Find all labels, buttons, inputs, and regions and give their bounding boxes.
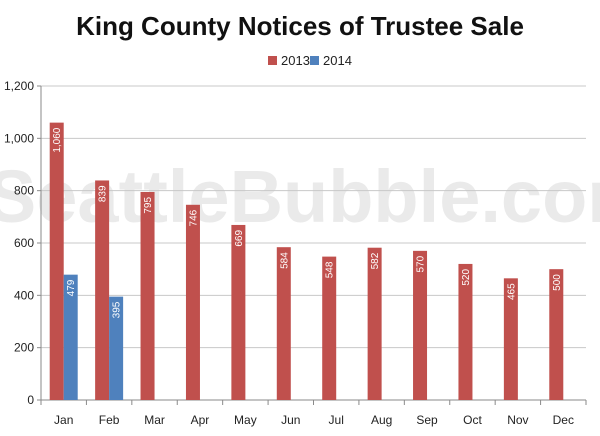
data-label-2013-sep: 570 <box>416 255 427 272</box>
bar-2014-jan <box>63 274 78 400</box>
legend-label-2014: 2014 <box>323 53 352 68</box>
bar-2013-jun <box>276 247 291 400</box>
legend-swatch-2014 <box>310 56 319 65</box>
bar-2014-feb <box>109 296 124 400</box>
x-tick-label: Jan <box>54 413 73 427</box>
y-axis: 0 200 400 600 800 1,000 1,200 <box>4 79 42 407</box>
bar-2013-apr <box>185 204 200 400</box>
y-tick-label: 1,000 <box>4 131 34 145</box>
y-tick-label: 800 <box>14 184 34 198</box>
bar-2013-may <box>231 224 246 400</box>
legend-label-2013: 2013 <box>281 53 310 68</box>
x-tick-label: Aug <box>371 413 392 427</box>
data-label-2013-feb: 839 <box>98 185 109 202</box>
y-tick-label: 1,200 <box>4 79 34 93</box>
x-tick-label: Jul <box>329 413 344 427</box>
bars: 1,060 839 795 746 669 584 548 582 570 520 465 500 47… <box>49 122 564 400</box>
y-tick-label: 400 <box>14 288 34 302</box>
bar-2013-sep <box>413 250 428 400</box>
bar-2013-jul <box>322 256 337 400</box>
x-axis: Jan Feb Mar Apr May Jun Jul Aug Sep Oct Nov Dec <box>40 399 587 427</box>
data-label-2013-jun: 584 <box>279 252 290 269</box>
x-tick-label: Dec <box>553 413 574 427</box>
bar-2013-feb <box>95 180 110 400</box>
bar-2013-oct <box>458 263 473 400</box>
data-label-2013-nov: 465 <box>506 283 517 300</box>
data-label-2013-mar: 795 <box>143 197 154 214</box>
x-tick-label: Sep <box>416 413 438 427</box>
legend: 2013 2014 <box>268 53 352 68</box>
bar-2013-nov <box>503 278 518 400</box>
x-tick-label: Feb <box>99 413 120 427</box>
x-tick-label: Oct <box>463 413 482 427</box>
data-label-2014-jan: 479 <box>66 279 77 296</box>
data-label-2013-jan: 1,060 <box>52 127 63 152</box>
data-label-2014-feb: 395 <box>112 301 123 318</box>
x-tick-label: Jun <box>281 413 300 427</box>
data-label-2013-oct: 520 <box>461 268 472 285</box>
grid <box>41 85 586 349</box>
x-tick-label: Nov <box>507 413 528 427</box>
x-tick-label: Apr <box>191 413 210 427</box>
data-label-2013-jul: 548 <box>325 261 336 278</box>
watermark: SeattleBubble.com <box>0 155 600 238</box>
data-label-2013-aug: 582 <box>370 252 381 269</box>
x-tick-label: Mar <box>144 413 165 427</box>
x-tick-label: May <box>234 413 257 427</box>
legend-swatch-2013 <box>268 56 277 65</box>
bar-2013-mar <box>140 191 155 400</box>
y-tick-label: 0 <box>27 393 34 407</box>
y-tick-label: 200 <box>14 341 34 355</box>
data-label-2013-dec: 500 <box>552 274 563 291</box>
chart-title: King County Notices of Trustee Sale <box>76 11 524 41</box>
bar-2013-jan <box>49 122 64 400</box>
bar-2013-dec <box>549 269 564 400</box>
data-label-2013-may: 669 <box>234 230 245 247</box>
y-tick-label: 600 <box>14 236 34 250</box>
bar-2013-aug <box>367 247 382 400</box>
data-label-2013-apr: 746 <box>188 209 199 226</box>
